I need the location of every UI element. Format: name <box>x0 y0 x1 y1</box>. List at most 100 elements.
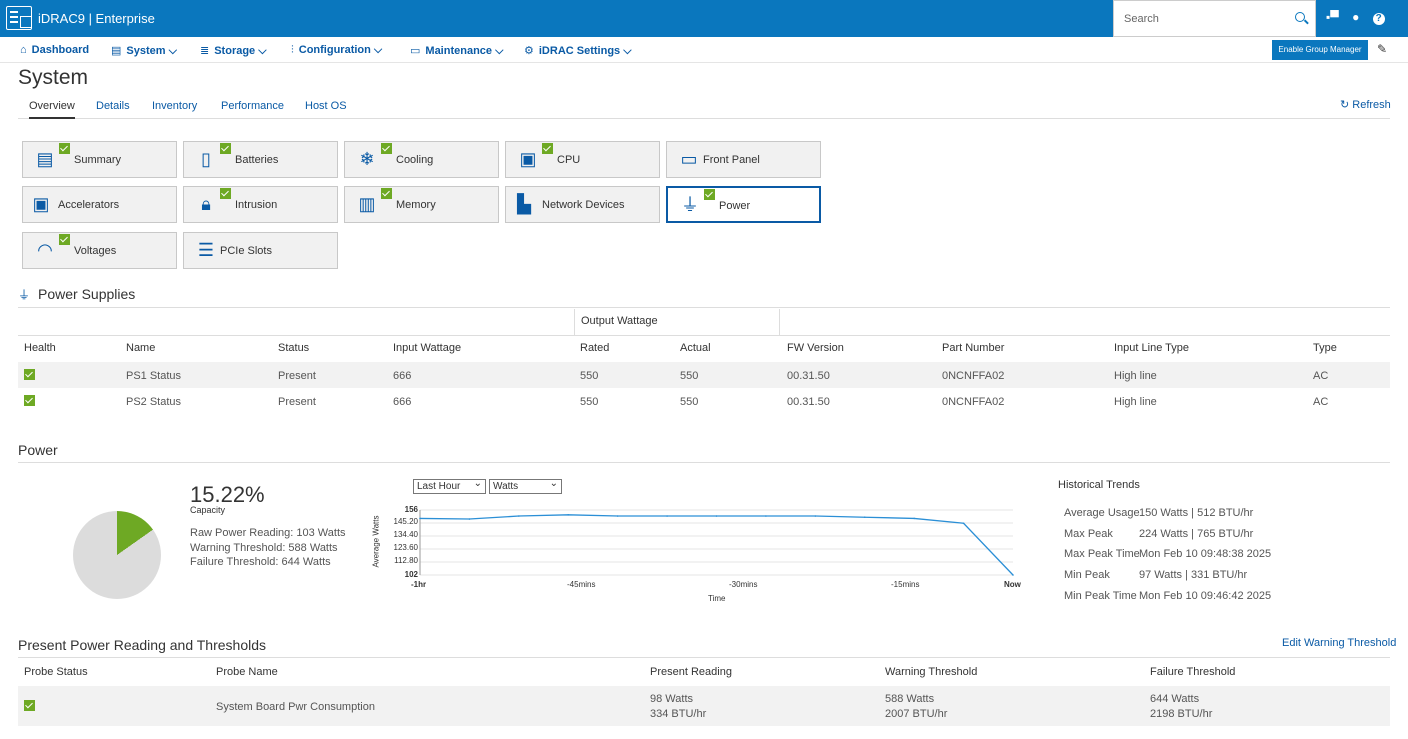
data-point <box>962 522 965 525</box>
tab-overview[interactable]: Overview <box>29 100 75 119</box>
divider <box>18 335 1390 336</box>
power-line-chart <box>419 509 1014 576</box>
server-icon: ▤ <box>111 45 122 57</box>
ps-type: AC <box>1313 370 1329 382</box>
summary-icon: ▤ <box>36 149 54 169</box>
present-reading-btu: 334 BTU/hr <box>650 708 707 720</box>
col-probe-name: Probe Name <box>216 666 278 678</box>
ps-rated: 550 <box>580 370 599 382</box>
col-present-reading: Present Reading <box>650 666 732 678</box>
group-icon[interactable]: ▪▀ <box>1326 10 1339 24</box>
cpu-icon: ▣ <box>519 149 537 169</box>
col-input-line-type: Input Line Type <box>1114 342 1190 354</box>
tile-memory[interactable]: ▥ Memory <box>344 186 499 223</box>
trend-label: Min Peak Time <box>1064 590 1137 602</box>
tile-cpu[interactable]: ▣ CPU <box>505 141 660 178</box>
data-point <box>715 515 718 517</box>
y-tick-label: 134.40 <box>393 530 418 539</box>
table-row[interactable] <box>18 362 1390 388</box>
y-tick-label: 112.80 <box>394 556 418 565</box>
menu-dashboard[interactable]: ⌂ Dashboard <box>20 44 90 56</box>
power-supplies-heading: ⏚ Power Supplies <box>18 286 136 302</box>
trend-value: Mon Feb 10 09:48:38 2025 <box>1139 548 1272 560</box>
user-icon[interactable]: ● <box>1352 10 1360 24</box>
tile-pcie-slots[interactable]: ☰ PCIe Slots <box>183 232 338 269</box>
data-point <box>419 517 421 520</box>
memory-icon: ▥ <box>358 194 376 214</box>
power-heading: Power <box>18 442 58 458</box>
menu-idrac-settings[interactable]: ⚙ iDRAC Settings ⌵ <box>524 45 632 57</box>
range-select[interactable]: Last Hour <box>413 477 486 494</box>
menu-storage[interactable]: ≣ Storage ⌵ <box>200 45 267 57</box>
lock-icon: 🔒︎ <box>201 194 211 214</box>
menu-maintenance[interactable]: ▭ Maintenance ⌵ <box>410 45 504 57</box>
y-tick-label: 156 <box>404 505 418 514</box>
trend-value: 150 Watts | 512 BTU/hr <box>1139 507 1254 519</box>
refresh-icon: ↻ <box>1340 99 1350 111</box>
trend-label: Min Peak <box>1064 569 1110 581</box>
ps-name: PS1 Status <box>126 370 182 382</box>
failure-watts: 644 Watts <box>1150 693 1200 705</box>
health-ok-icon <box>24 369 35 380</box>
storage-icon: ≣ <box>200 45 210 57</box>
x-tick-label: -30mins <box>729 580 758 589</box>
table-row[interactable] <box>18 686 1390 726</box>
capacity-pie-chart <box>73 511 161 599</box>
idrac-logo-icon <box>6 6 32 30</box>
thresholds-heading: Present Power Reading and Thresholds <box>18 637 267 653</box>
search-icon[interactable] <box>1295 12 1305 22</box>
tab-details[interactable]: Details <box>96 100 130 112</box>
data-point <box>814 515 817 517</box>
data-point <box>1012 574 1014 576</box>
refresh-button[interactable]: ↻ Refresh <box>1340 99 1391 111</box>
col-name: Name <box>126 342 156 354</box>
output-wattage-group: Output Wattage <box>574 309 780 335</box>
tile-power[interactable]: ⏚ Power <box>666 186 821 223</box>
health-ok-icon <box>220 143 231 154</box>
menu-configuration[interactable]: ⫶ Configuration ⌵ <box>291 44 383 56</box>
home-icon: ⌂ <box>20 44 27 56</box>
ps-part-number: 0NCNFFA02 <box>942 396 1005 408</box>
plug-icon: ⏚ <box>18 288 31 302</box>
ps-status: Present <box>278 396 316 408</box>
gauge-icon: ◠ <box>37 240 53 260</box>
search-input[interactable]: Search <box>1113 0 1316 37</box>
x-tick-label: Now <box>1004 580 1021 589</box>
divider <box>18 462 1390 463</box>
help-icon[interactable]: ? <box>1372 13 1385 25</box>
trend-label: Max Peak Time <box>1064 548 1140 560</box>
unit-select[interactable]: Watts <box>489 477 562 494</box>
tile-network-devices[interactable]: ▙ Network Devices <box>505 186 660 223</box>
ps-input-line: High line <box>1114 396 1157 408</box>
tab-inventory[interactable]: Inventory <box>152 100 198 112</box>
trend-value: 224 Watts | 765 BTU/hr <box>1139 528 1254 540</box>
failure-btu: 2198 BTU/hr <box>1150 708 1213 720</box>
col-part-number: Part Number <box>942 342 1005 354</box>
chart-points <box>419 514 1014 576</box>
tile-batteries[interactable]: ▯ Batteries <box>183 141 338 178</box>
menu-system[interactable]: ▤ System ⌵ <box>111 45 177 57</box>
edit-warning-threshold-link[interactable]: Edit Warning Threshold <box>1282 637 1397 649</box>
chevron-down-icon: ⌵ <box>623 45 632 57</box>
capacity-label: Capacity <box>190 505 226 515</box>
search-placeholder: Search <box>1124 13 1159 25</box>
data-point <box>765 515 767 517</box>
tile-front-panel[interactable]: ▭ Front Panel <box>666 141 821 178</box>
health-ok-icon <box>24 395 35 406</box>
enable-group-manager-button[interactable]: Enable Group Manager <box>1272 40 1368 60</box>
col-actual: Actual <box>680 342 711 354</box>
tile-voltages[interactable]: ◠ Voltages <box>22 232 177 269</box>
tile-intrusion[interactable]: 🔒︎ Intrusion <box>183 186 338 223</box>
tab-host-os[interactable]: Host OS <box>305 100 347 112</box>
pin-icon[interactable]: ✎ <box>1377 42 1388 56</box>
x-tick-label: -45mins <box>567 580 596 589</box>
trend-label: Max Peak <box>1064 528 1113 540</box>
maintenance-icon: ▭ <box>410 45 421 57</box>
tab-performance[interactable]: Performance <box>221 100 284 112</box>
ps-input-wattage: 666 <box>393 370 412 382</box>
tile-summary[interactable]: ▤ Summary <box>22 141 177 178</box>
tile-accelerators[interactable]: ▣ Accelerators <box>22 186 177 223</box>
tile-cooling[interactable]: ❄ Cooling <box>344 141 499 178</box>
battery-icon: ▯ <box>201 149 211 169</box>
data-point <box>616 515 619 517</box>
